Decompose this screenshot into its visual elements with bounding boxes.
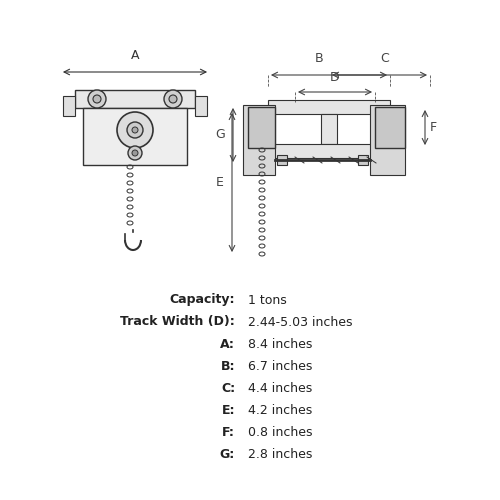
- Text: 4.4 inches: 4.4 inches: [248, 382, 312, 394]
- Text: Capacity:: Capacity:: [170, 294, 235, 306]
- Circle shape: [164, 90, 182, 108]
- Text: 1 tons: 1 tons: [248, 294, 287, 306]
- FancyBboxPatch shape: [243, 105, 275, 175]
- Text: A: A: [131, 49, 139, 62]
- FancyBboxPatch shape: [75, 90, 195, 108]
- FancyBboxPatch shape: [268, 144, 390, 158]
- Circle shape: [132, 127, 138, 133]
- FancyBboxPatch shape: [321, 114, 337, 144]
- Text: B:: B:: [220, 360, 235, 372]
- Text: 0.8 inches: 0.8 inches: [248, 426, 312, 438]
- FancyBboxPatch shape: [375, 107, 405, 148]
- Text: E:: E:: [222, 404, 235, 416]
- Text: G: G: [215, 128, 225, 141]
- FancyBboxPatch shape: [268, 100, 390, 114]
- FancyBboxPatch shape: [358, 155, 368, 165]
- Text: F:: F:: [222, 426, 235, 438]
- Text: E: E: [216, 176, 224, 189]
- FancyBboxPatch shape: [83, 108, 187, 165]
- Circle shape: [128, 146, 142, 160]
- Circle shape: [117, 112, 153, 148]
- Text: F: F: [430, 121, 437, 134]
- Text: 2.44-5.03 inches: 2.44-5.03 inches: [248, 316, 352, 328]
- Text: B: B: [314, 52, 324, 65]
- FancyBboxPatch shape: [248, 107, 275, 148]
- FancyBboxPatch shape: [277, 155, 287, 165]
- Text: Track Width (D):: Track Width (D):: [120, 316, 235, 328]
- FancyBboxPatch shape: [370, 105, 405, 175]
- Text: C:: C:: [221, 382, 235, 394]
- Circle shape: [88, 90, 106, 108]
- Circle shape: [169, 95, 177, 103]
- Text: C: C: [380, 52, 389, 65]
- Text: G:: G:: [220, 448, 235, 460]
- Text: D: D: [330, 71, 340, 84]
- FancyBboxPatch shape: [63, 96, 75, 116]
- Text: 4.2 inches: 4.2 inches: [248, 404, 312, 416]
- Circle shape: [127, 122, 143, 138]
- Text: A:: A:: [220, 338, 235, 350]
- Text: 6.7 inches: 6.7 inches: [248, 360, 312, 372]
- Text: 2.8 inches: 2.8 inches: [248, 448, 312, 460]
- Circle shape: [132, 150, 138, 156]
- FancyBboxPatch shape: [195, 96, 207, 116]
- Text: 8.4 inches: 8.4 inches: [248, 338, 312, 350]
- Circle shape: [93, 95, 101, 103]
